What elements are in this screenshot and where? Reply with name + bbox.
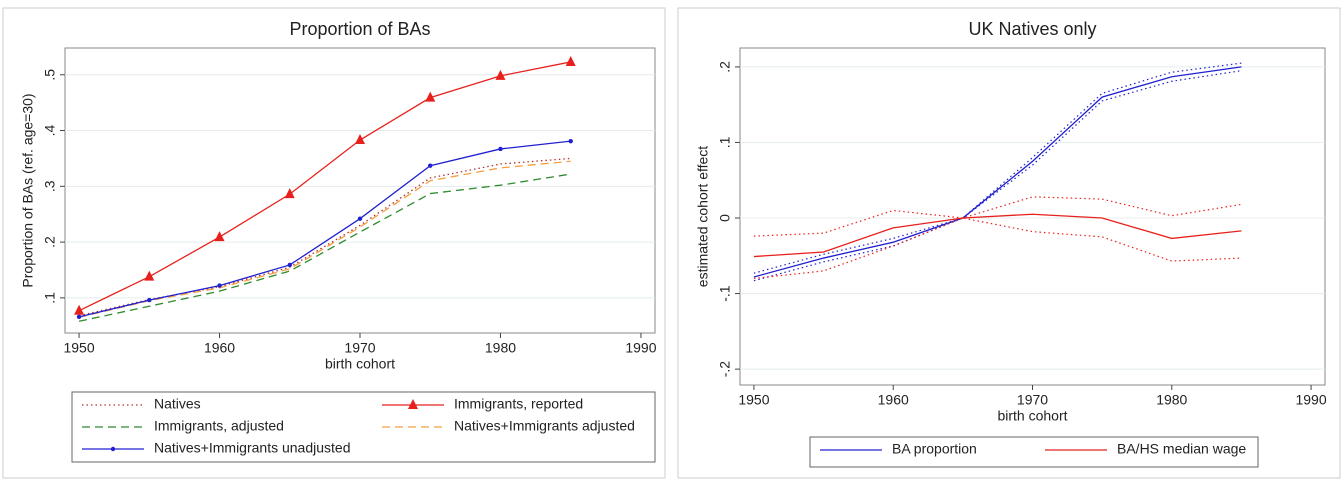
x-axis-label: birth cohort [997,408,1067,424]
marker [144,270,155,281]
marker [217,283,222,288]
legend-label: Natives+Immigrants adjusted [454,418,635,434]
x-tick-label: 1960 [878,392,909,408]
y-tick-label: .1 [42,292,58,304]
x-tick-label: 1990 [625,340,656,356]
marker [565,55,576,66]
marker [287,262,292,268]
marker [147,297,152,303]
series-line [78,157,571,317]
marker [428,163,433,168]
y-tick-label: .4 [42,124,58,136]
chart-title: Proportion of BAs [289,19,430,39]
x-tick-label: 1960 [204,340,235,356]
plot-area [64,47,656,334]
plot-area [739,47,1326,386]
legend-label: BA proportion [892,441,977,457]
x-tick-label: 1990 [1295,392,1326,408]
legend-box [809,436,1259,468]
legend-box [71,391,656,463]
x-tick-label: 1950 [738,392,769,408]
legend-marker [110,446,116,452]
legend-label: Immigrants, reported [454,396,583,412]
marker [357,216,363,221]
x-tick-label: 1970 [344,340,375,356]
series-line [753,66,1242,278]
confidence-line [753,62,1242,274]
x-axis-label: birth cohort [325,356,395,372]
series-line [78,140,571,318]
legend-marker [408,399,418,409]
marker [355,134,365,145]
marker [498,146,503,152]
legend-label: Natives+Immigrants unadjusted [154,440,351,456]
marker [284,188,295,199]
y-tick-label: .2 [717,61,733,73]
legend-label: Natives [154,396,201,412]
y-tick-label: .2 [42,236,58,248]
marker [76,314,82,320]
confidence-line [753,217,1242,280]
legend-label: Immigrants, adjusted [154,418,284,434]
series-line [78,160,571,319]
marker [214,231,225,242]
y-tick-label: .5 [42,69,58,81]
confidence-line [753,70,1242,282]
y-tick-label: -.1 [717,285,733,302]
y-tick-label: .3 [42,180,58,192]
series-line [78,61,571,312]
legend-label: BA/HS median wage [1117,441,1246,457]
x-tick-label: 1980 [485,340,516,356]
x-tick-label: 1970 [1017,392,1048,408]
marker [425,91,436,102]
series-line [753,213,1242,258]
y-axis-label: estimated cohort effect [695,146,711,287]
marker [74,304,85,315]
y-tick-label: -.2 [717,361,733,378]
y-tick-label: .1 [717,136,733,148]
chart-title: UK Natives only [968,19,1096,39]
marker [568,138,573,144]
y-axis-label: Proportion of BAs (ref. age=30) [20,93,36,287]
marker [495,69,506,80]
x-tick-label: 1950 [63,340,94,356]
x-tick-label: 1980 [1156,392,1187,408]
confidence-line [753,196,1242,237]
series-line [78,173,571,322]
y-tick-label: 0 [717,214,733,222]
